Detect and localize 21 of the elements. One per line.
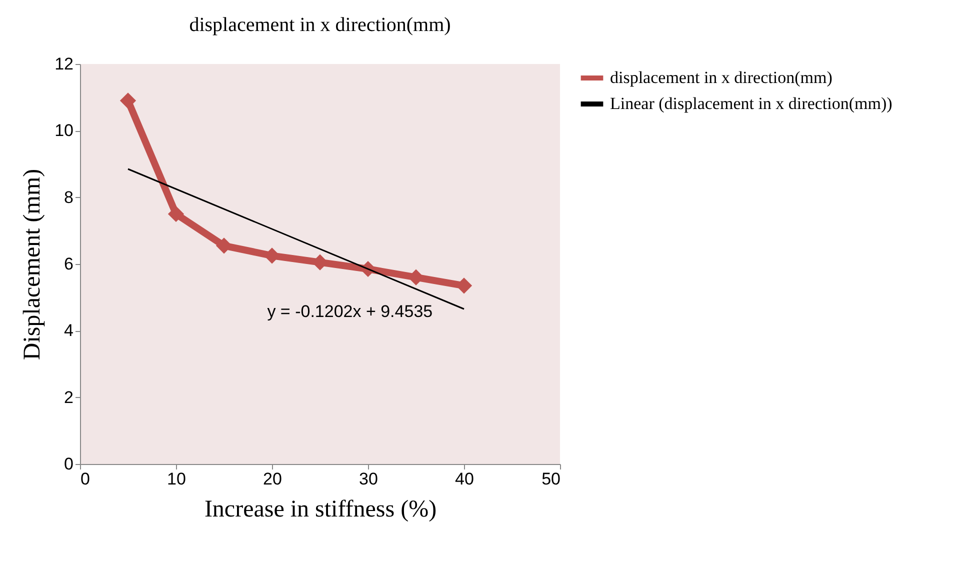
point <box>120 92 136 109</box>
x-tick-label: 30 <box>359 470 378 488</box>
x-tick-label: 10 <box>167 470 186 488</box>
y-axis-title: Displacement (mm) <box>20 168 46 360</box>
y-tick-label: 8 <box>64 188 74 207</box>
x-tick-label: 0 <box>80 470 90 488</box>
y-tick-label: 12 <box>54 54 74 74</box>
x-tick-label: 50 <box>542 470 560 488</box>
y-tick-label: 0 <box>64 454 74 474</box>
point <box>168 206 184 222</box>
y-tick-label: 4 <box>64 321 74 340</box>
x-tick-label: 20 <box>263 470 282 488</box>
y-tick-label: 10 <box>54 121 74 140</box>
legend-label: Linear (displacement in x direction(mm)) <box>610 94 892 113</box>
x-tick-label: 40 <box>455 470 474 488</box>
legend-label: displacement in x direction(mm) <box>610 68 832 87</box>
y-tick-label: 2 <box>64 388 74 407</box>
y-tick-label: 6 <box>64 254 74 274</box>
chart-title: displacement in x direction(mm) <box>189 14 451 36</box>
x-axis-title: Increase in stiffness (%) <box>204 496 437 522</box>
annotation: y = -0.1202x + 9.4535 <box>267 302 433 321</box>
